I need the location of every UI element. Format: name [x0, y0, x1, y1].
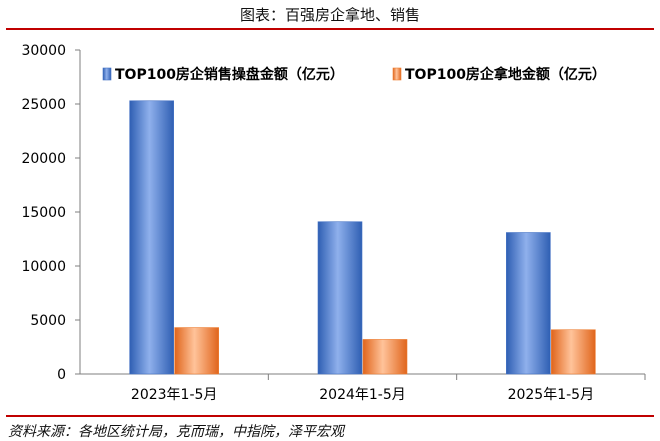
chart-bars: [129, 100, 596, 375]
chart-axes: 0 5000 10000 15000 20000 25000 30000 2023年1-5月 2…: [21, 43, 646, 403]
y-tick-label: 10000: [21, 259, 66, 275]
bar-land: [551, 329, 596, 375]
legend-swatch: [392, 67, 402, 81]
y-tick-label: 0: [57, 367, 66, 383]
bar-land: [174, 327, 219, 375]
bar-sales: [317, 221, 363, 375]
y-tick-label: 30000: [21, 43, 66, 59]
source-note: 资料来源：各地区统计局，克而瑞，中指院，泽平宏观: [8, 424, 344, 440]
x-tick-label: 2023年1-5月: [131, 387, 218, 403]
y-tick-label: 5000: [30, 313, 66, 329]
x-tick-label: 2025年1-5月: [508, 387, 595, 403]
chart-legend: TOP100房企销售操盘金额（亿元） TOP100房企拿地金额（亿元）: [102, 66, 606, 83]
legend-label: TOP100房企拿地金额（亿元）: [405, 66, 606, 83]
legend-swatch: [102, 67, 112, 81]
x-tick-label: 2024年1-5月: [319, 387, 406, 403]
y-tick-label: 25000: [21, 97, 66, 113]
bar-sales: [129, 100, 174, 375]
y-tick-label: 15000: [21, 205, 66, 221]
bar-sales: [506, 232, 551, 375]
source-divider: [6, 415, 654, 417]
y-tick-label: 20000: [21, 151, 66, 167]
legend-label: TOP100房企销售操盘金额（亿元）: [115, 66, 344, 83]
chart-title: 图表：百强房企拿地、销售: [239, 6, 420, 24]
bar-land: [362, 339, 408, 375]
title-divider: [6, 28, 654, 30]
